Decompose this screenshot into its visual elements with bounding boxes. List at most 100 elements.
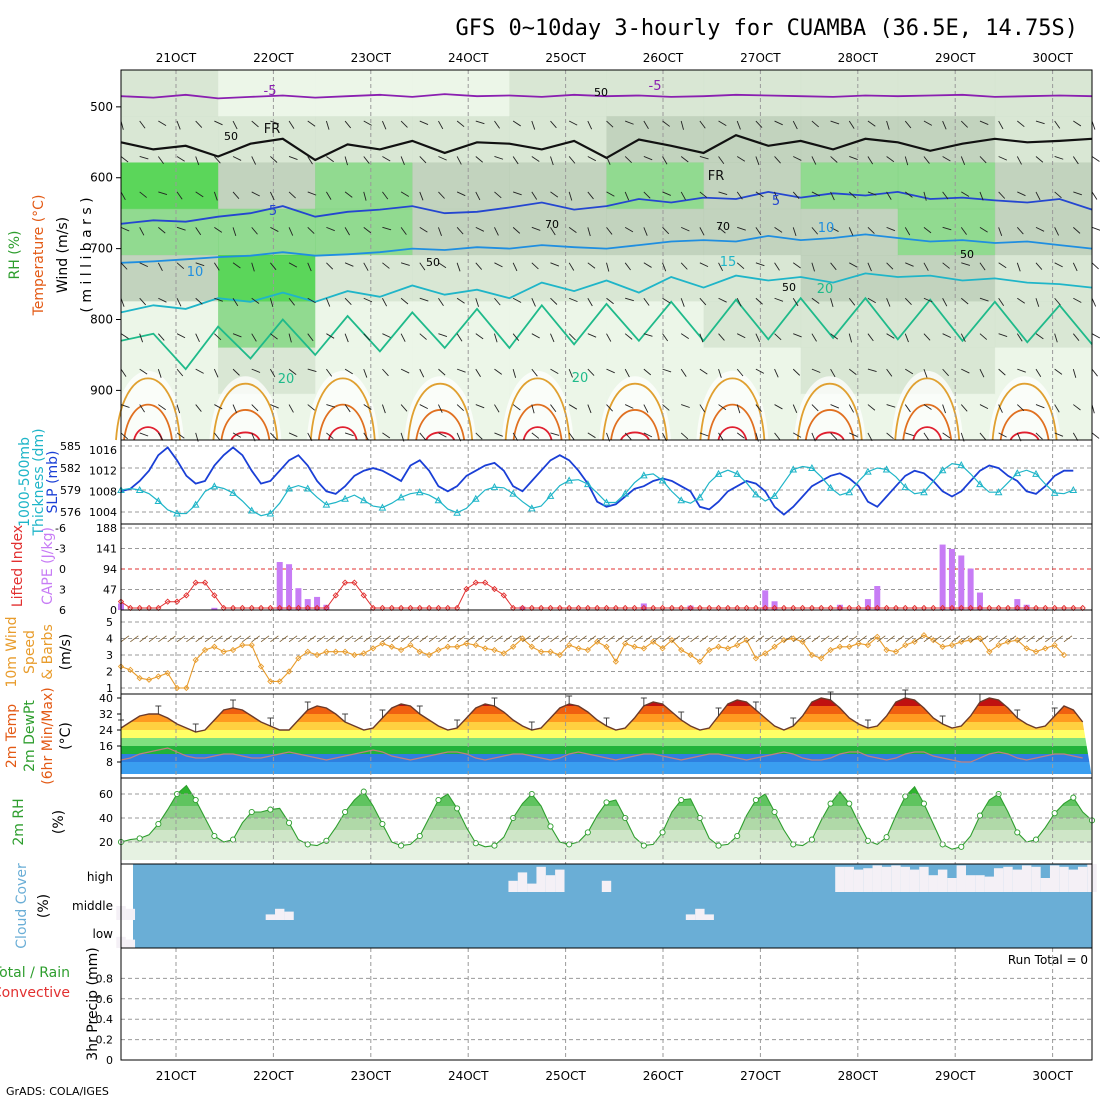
date-tick-top: 27OCT [740,51,781,65]
wind-speed-point [622,640,629,647]
rh-tick: 20 [99,836,113,849]
wind-barb [550,333,555,343]
thickness-point [882,465,891,473]
vertical-section-ylabel-line: Temperature (°C) [31,195,47,317]
wind-barb [158,333,165,341]
wind-barb-10m [989,635,998,643]
contour--5 [120,93,1093,100]
date-tick-top: 22OCT [253,51,294,65]
wind-speed-line [120,634,1065,689]
wind-barb [288,432,298,437]
wind-barb [158,404,166,411]
cloud-cell [872,865,882,892]
wind-barb [793,156,802,161]
wind-barb [400,120,408,128]
wind-speed-point [827,646,834,654]
wind-barb-10m [923,635,933,643]
wind-barb [456,368,466,373]
wind-barb [475,120,485,125]
wind-barb [1054,404,1060,413]
wind-barb [344,227,350,236]
wind-speed-point [435,646,442,654]
wind-barb [139,368,148,375]
wind-barb-10m [494,635,503,643]
wind-barb [960,333,966,342]
cloud-cell [947,878,957,892]
wind-barb [307,368,317,373]
rh-band [121,818,1092,830]
wind-barb [998,297,1005,306]
date-tick-top: 30OCT [1032,51,1073,65]
wind-barb [886,333,895,339]
rh-point [229,836,237,843]
wind-speed-point [566,641,573,649]
rh-point [435,796,442,804]
wind-barb-10m [1007,635,1017,643]
wind-barb [643,191,651,199]
slp-tick: 1016 [89,444,117,457]
cape-bar [314,596,321,610]
cloud-cell [1012,869,1023,892]
slp-tick: 1004 [89,506,117,519]
wind-barb [195,333,200,343]
wind-barb [867,191,877,196]
wind-barb [288,120,295,129]
wind-barb [157,262,163,272]
wind-barb [325,298,331,307]
surface-heating-column [599,376,671,440]
wind-barb [662,262,667,272]
rh-shade-cell [121,301,219,348]
temperature-band [121,762,1092,774]
wind-barb-10m [643,635,653,643]
thickness-point [808,463,816,471]
wind-barb [120,298,125,307]
wind-barb-10m [942,635,951,643]
wind-speed-point [976,635,984,642]
wind-speed-point [239,641,246,649]
wind-barb-10m [1017,635,1026,643]
wind-barb [326,262,334,270]
wind-barb [382,156,391,162]
wind-barb [120,191,126,201]
wind-barb [512,368,517,378]
cloud-cell [601,880,612,892]
wind-barb-10m [970,635,979,643]
wind-barb-10m [1063,635,1073,643]
wind-10m-ylabel-line: Speed [22,630,38,674]
wind-barb [886,368,893,377]
wind-barb [736,298,742,307]
vertical-section-ylabel: RH (%) Temperature (°C) Wind (m/s) ( m i l … [7,195,95,317]
wind-barb [288,333,292,343]
wind-barb-10m [288,635,298,643]
wind-barb [550,404,557,413]
wind-barb [157,156,165,165]
wind-barb-10m [839,635,849,643]
wind-barb [419,404,428,410]
wind-speed-point [360,650,367,657]
wind-barb [998,262,1007,269]
cloud-cell [1077,866,1088,892]
wind-barb [904,227,911,236]
wind-speed-point [500,650,507,657]
wind-barb-10m [232,635,242,643]
date-tick-top: 29OCT [935,51,976,65]
cape-bar [874,586,881,610]
wind-barb [269,298,274,308]
wind-barb-10m [905,635,914,643]
wind-speed-point [939,643,946,650]
wind-speed-point [528,643,535,650]
wind-10m-frame [120,609,1093,695]
wind-barb [979,120,989,125]
wind-speed-point [836,643,844,650]
temperature-line [120,697,1084,733]
wind-speed-point [341,648,349,655]
wind-barb [438,404,443,413]
wind-barb [195,368,204,374]
wind-barb [792,227,797,237]
rh-tick: 60 [99,788,113,801]
wind-barb [382,333,391,338]
wind-speed-point [397,646,405,654]
thickness-point [173,509,181,517]
thickness-point [378,503,387,511]
temperature-ylabel-line: (°C) [58,722,74,750]
